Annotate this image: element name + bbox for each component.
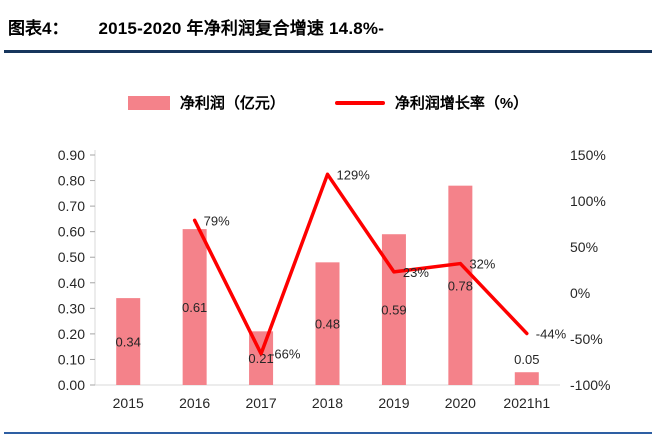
- right-axis-tick-label: -100%: [570, 377, 610, 393]
- right-axis-tick-label: -50%: [570, 331, 603, 347]
- x-axis-category-label: 2020: [445, 395, 476, 411]
- chart-canvas: 0.00 0.10 0.20 0.30 0.40 0.50 0.60 0.70 0.80 0.90…: [58, 147, 611, 411]
- bar: [514, 372, 539, 385]
- bar-value-label: 0.21: [248, 351, 273, 366]
- combo-chart: 0.00 0.10 0.20 0.30 0.40 0.50 0.60 0.70 0.80 0.90…: [0, 125, 656, 425]
- footer-divider: [4, 432, 652, 434]
- left-axis-tick-label: 0.10: [58, 351, 85, 367]
- left-axis-tick-label: 0.80: [58, 173, 85, 189]
- legend-item-net-profit: 净利润（亿元）: [127, 92, 285, 113]
- line-value-label: -44%: [536, 326, 567, 341]
- x-axis-category-label: 2017: [245, 395, 276, 411]
- left-axis-tick-label: 0.40: [58, 275, 85, 291]
- line-value-label: 79%: [204, 213, 230, 228]
- bar-value-label: 0.34: [116, 335, 141, 350]
- bar-value-label: 0.61: [182, 300, 207, 315]
- legend-label-net-profit: 净利润（亿元）: [179, 95, 285, 112]
- left-axis-tick-label: 0.20: [58, 326, 85, 342]
- x-axis-category-label: 2016: [179, 395, 210, 411]
- line-value-label: -66%: [270, 347, 301, 362]
- line-value-label: 129%: [337, 167, 371, 182]
- bar-value-label: 0.59: [381, 303, 406, 318]
- bar: [448, 185, 473, 385]
- bar: [315, 262, 340, 385]
- left-axis-tick-label: 0.00: [58, 377, 85, 393]
- left-axis-tick-label: 0.60: [58, 224, 85, 240]
- line-value-label: 32%: [469, 257, 495, 272]
- bar-value-label: 0.48: [315, 317, 340, 332]
- legend-item-growth-rate: 净利润增长率（%）: [334, 92, 529, 113]
- chart-legend: 净利润（亿元） 净利润增长率（%）: [0, 92, 656, 113]
- header-divider: [4, 50, 652, 53]
- left-axis-tick-label: 0.70: [58, 198, 85, 214]
- figure-header: 图表4： 2015-2020 年净利润复合增速 14.8%-: [8, 14, 648, 39]
- right-axis-tick-label: 150%: [570, 147, 606, 163]
- bar-value-label: 0.78: [448, 278, 473, 293]
- bar-series-swatch: [127, 95, 170, 110]
- bar: [182, 229, 207, 385]
- bar-value-label: 0.05: [514, 352, 539, 367]
- x-axis-category-label: 2019: [378, 395, 409, 411]
- x-axis-category-label: 2021h1: [503, 395, 550, 411]
- x-axis-category-label: 2015: [113, 395, 144, 411]
- growth-rate-line: [192, 172, 529, 356]
- left-axis-tick-label: 0.50: [58, 249, 85, 265]
- bar: [116, 298, 141, 385]
- line-value-label: 23%: [403, 265, 429, 280]
- figure-number-label: 图表4：: [8, 19, 69, 38]
- right-axis-tick-label: 0%: [570, 285, 590, 301]
- x-axis-category-label: 2018: [312, 395, 343, 411]
- figure-title: 2015-2020 年净利润复合增速 14.8%-: [98, 19, 385, 38]
- legend-label-growth-rate: 净利润增长率（%）: [394, 95, 529, 112]
- left-axis-tick-label: 0.30: [58, 300, 85, 316]
- right-axis-tick-label: 50%: [570, 239, 598, 255]
- left-axis-tick-label: 0.90: [58, 147, 85, 163]
- line-series-swatch: [334, 100, 385, 105]
- right-axis-tick-label: 100%: [570, 193, 606, 209]
